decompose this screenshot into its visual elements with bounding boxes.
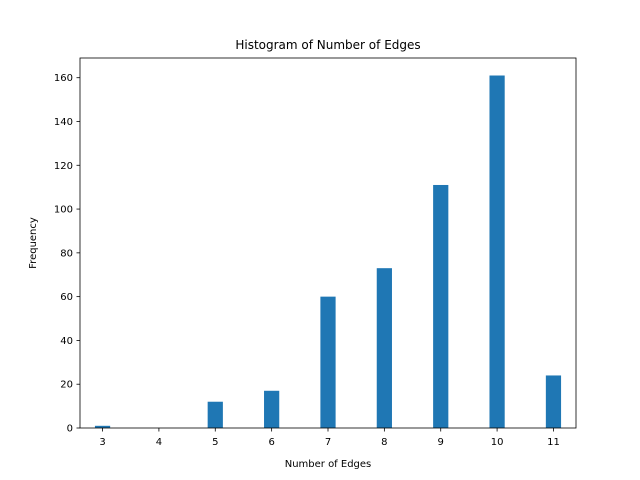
x-axis-title: Number of Edges <box>285 459 372 470</box>
y-tick-label: 60 <box>60 292 73 303</box>
y-axis-title: Frequency <box>28 217 39 269</box>
bar-9 <box>433 184 449 428</box>
x-tick-label: 10 <box>491 437 504 448</box>
y-tick-label: 140 <box>54 117 73 128</box>
y-tick-label: 40 <box>60 336 73 347</box>
bar-10 <box>489 75 505 428</box>
x-tick-label: 8 <box>381 437 387 448</box>
x-tick-label: 9 <box>438 437 444 448</box>
x-tick-label: 7 <box>325 437 331 448</box>
x-tick-label: 3 <box>99 437 105 448</box>
y-ticks-group: 0 20 40 60 80 100 120 140 160 <box>54 73 80 435</box>
bar-5 <box>207 401 223 428</box>
bar-7 <box>320 296 336 428</box>
y-tick-label: 0 <box>67 424 73 435</box>
chart-title: Histogram of Number of Edges <box>235 38 420 52</box>
y-tick-label: 120 <box>54 161 73 172</box>
y-tick-label: 100 <box>54 205 73 216</box>
bar-8 <box>376 268 392 428</box>
bar-3 <box>94 425 111 428</box>
x-tick-label: 5 <box>212 437 218 448</box>
y-tick-label: 20 <box>60 380 73 391</box>
bar-6 <box>264 390 280 428</box>
x-tick-label: 6 <box>268 437 274 448</box>
bars-group <box>94 75 562 428</box>
x-tick-label: 4 <box>156 437 162 448</box>
x-tick-label: 11 <box>547 437 560 448</box>
bar-11 <box>545 375 562 428</box>
y-tick-label: 160 <box>54 73 73 84</box>
plot-frame <box>79 57 577 429</box>
x-ticks-group: 3 4 5 6 7 8 9 10 11 <box>99 428 560 448</box>
y-tick-label: 80 <box>60 248 73 259</box>
